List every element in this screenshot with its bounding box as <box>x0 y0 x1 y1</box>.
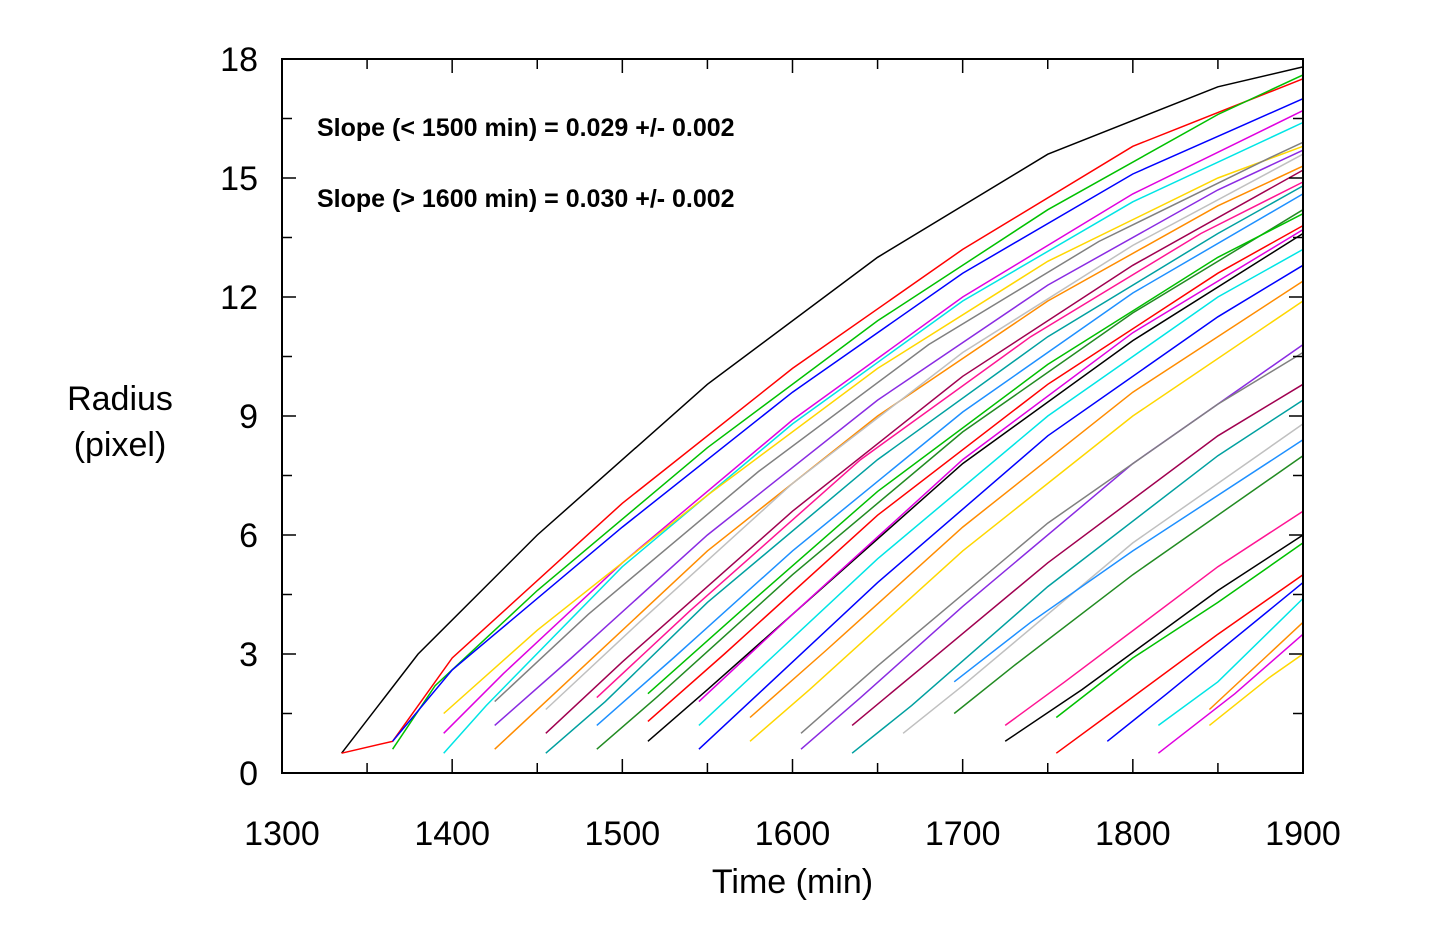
series-line <box>1055 542 1304 719</box>
x-tick-label: 1300 <box>244 815 320 853</box>
slope-annotation-early: Slope (< 1500 min) = 0.029 +/- 0.002 <box>317 114 735 142</box>
series-line <box>494 165 1304 750</box>
series-line <box>596 209 1304 750</box>
series-line <box>391 74 1304 750</box>
series-line <box>341 78 1304 754</box>
y-tick-label: 12 <box>220 279 258 317</box>
series-line <box>1208 621 1304 711</box>
series-line <box>1055 574 1304 754</box>
series-lines <box>341 66 1304 754</box>
series-line <box>1106 582 1304 742</box>
series-line <box>749 300 1304 742</box>
series-line <box>800 343 1304 750</box>
series-line <box>851 399 1304 754</box>
series-line <box>545 153 1304 711</box>
series-line <box>545 169 1304 734</box>
y-tick-label: 15 <box>220 160 258 198</box>
series-line <box>1157 633 1304 754</box>
series-line <box>596 181 1304 699</box>
series-line <box>953 439 1304 683</box>
series-line <box>698 264 1304 750</box>
x-tick-label: 1800 <box>1095 815 1171 853</box>
series-line <box>800 351 1304 734</box>
series-line <box>443 145 1304 715</box>
series-line <box>698 228 1304 703</box>
y-axis-title-line-1: Radius <box>67 380 173 418</box>
series-line <box>902 423 1304 734</box>
x-axis-title: Time (min) <box>712 863 873 901</box>
series-line <box>698 248 1304 726</box>
series-line <box>545 185 1304 754</box>
y-tick-label: 18 <box>220 41 258 79</box>
axis-ticks <box>281 58 1304 774</box>
series-line <box>647 224 1304 722</box>
series-line <box>443 109 1304 734</box>
y-tick-label: 3 <box>239 636 258 674</box>
series-line <box>1004 534 1304 742</box>
series-line <box>953 455 1304 715</box>
series-line <box>443 121 1304 754</box>
series-line <box>1004 510 1304 727</box>
x-tick-label: 1500 <box>585 815 661 853</box>
x-tick-label: 1400 <box>414 815 490 853</box>
y-tick-label: 6 <box>239 517 258 555</box>
series-line <box>392 98 1304 742</box>
series-line <box>1157 597 1304 727</box>
x-tick-label: 1700 <box>925 815 1001 853</box>
y-tick-label: 9 <box>239 398 258 436</box>
series-line <box>647 232 1304 742</box>
series-line <box>596 193 1304 726</box>
x-tick-label: 1900 <box>1265 815 1341 853</box>
series-line <box>494 141 1304 703</box>
slope-annotation-late: Slope (> 1600 min) = 0.030 +/- 0.002 <box>317 185 735 213</box>
series-line <box>1208 653 1304 726</box>
series-line <box>647 213 1304 695</box>
series-line <box>494 149 1304 726</box>
series-line <box>749 280 1304 719</box>
y-axis-title-line-2: (pixel) <box>74 426 167 464</box>
y-tick-label: 0 <box>239 755 258 793</box>
x-tick-label: 1600 <box>755 815 831 853</box>
tick-labels: 1300 1400 1500 1600 1700 1800 1900 0 3 6 9 12 15 18 <box>220 41 1341 853</box>
series-line <box>341 66 1304 754</box>
series-line <box>851 383 1304 726</box>
